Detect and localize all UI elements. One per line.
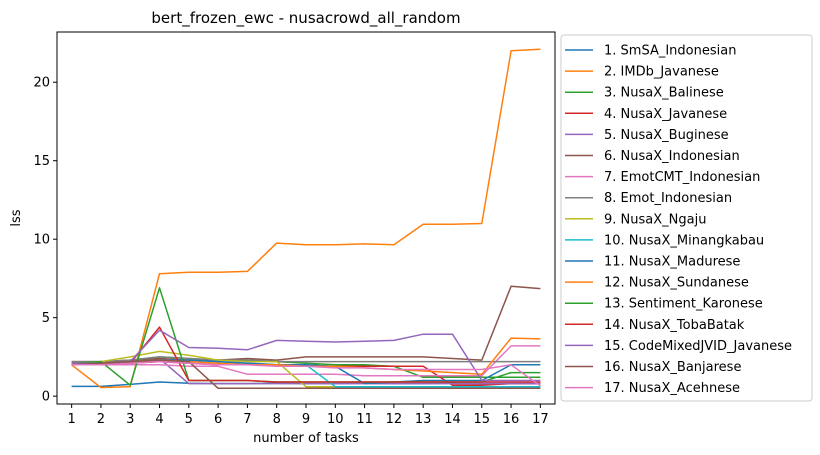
legend-entry: 8. Emot_Indonesian bbox=[604, 191, 732, 206]
x-tick-label: 1 bbox=[68, 412, 76, 427]
x-tick-label: 4 bbox=[155, 412, 163, 427]
y-tick-label: 15 bbox=[33, 154, 50, 169]
x-tick-label: 16 bbox=[503, 412, 520, 427]
legend-entry: 17. NusaX_Acehnese bbox=[604, 381, 740, 396]
legend-frame bbox=[560, 34, 813, 402]
x-tick-label: 15 bbox=[473, 412, 490, 427]
x-tick-label: 2 bbox=[97, 412, 105, 427]
x-axis-label: number of tasks bbox=[253, 431, 359, 446]
series-line-16 bbox=[71, 359, 541, 390]
y-tick-label: 0 bbox=[42, 390, 50, 405]
x-tick-label: 6 bbox=[214, 412, 222, 427]
x-tick-label: 7 bbox=[243, 412, 251, 427]
series-line-17 bbox=[71, 360, 541, 387]
x-tick-label: 5 bbox=[185, 412, 193, 427]
legend-entry: 12. NusaX_Sundanese bbox=[604, 276, 749, 291]
y-tick-label: 5 bbox=[42, 311, 50, 326]
legend-entry: 1. SmSA_Indonesian bbox=[604, 44, 736, 59]
x-axis: 1 2 3 4 5 6 7 8 9 10 11 12 13 14 15 16 17 bbox=[68, 404, 549, 427]
series-line-8 bbox=[71, 356, 541, 363]
legend-entry: 2. IMDb_Javanese bbox=[604, 65, 719, 80]
legend-entry: 6. NusaX_Indonesian bbox=[604, 149, 740, 164]
legend-entry: 7. EmotCMT_Indonesian bbox=[604, 170, 760, 185]
y-axis-label: lss bbox=[9, 209, 24, 226]
y-axis: 0 5 10 15 20 bbox=[33, 76, 57, 405]
series-line-7 bbox=[71, 345, 541, 377]
plot-frame bbox=[56, 31, 556, 405]
legend-entry: 10. NusaX_Minangkabau bbox=[604, 233, 764, 248]
legend-entry: 14. NusaX_TobaBatak bbox=[604, 318, 745, 333]
chart-title: bert_frozen_ewc - nusacrowd_all_random bbox=[151, 9, 460, 28]
plot-lines bbox=[71, 48, 541, 390]
y-tick-label: 20 bbox=[33, 76, 50, 91]
x-tick-label: 14 bbox=[444, 412, 461, 427]
legend-entry: 9. NusaX_Ngaju bbox=[604, 212, 706, 227]
legend-entry: 5. NusaX_Buginese bbox=[604, 128, 729, 143]
x-tick-label: 17 bbox=[532, 412, 549, 427]
x-tick-label: 3 bbox=[126, 412, 134, 427]
x-tick-label: 9 bbox=[302, 412, 310, 427]
x-tick-label: 8 bbox=[273, 412, 281, 427]
x-tick-label: 11 bbox=[356, 412, 373, 427]
legend-entry: 11. NusaX_Madurese bbox=[604, 255, 740, 270]
y-tick-label: 10 bbox=[33, 233, 50, 248]
series-line-2 bbox=[71, 48, 541, 389]
legend-entry: 16. NusaX_Banjarese bbox=[604, 360, 741, 375]
x-tick-label: 13 bbox=[415, 412, 432, 427]
legend-entry: 3. NusaX_Balinese bbox=[604, 86, 724, 101]
legend-entry: 15. CodeMixedJVID_Javanese bbox=[604, 339, 792, 354]
legend: 1. SmSA_Indonesian 2. IMDb_Javanese 3. Nus… bbox=[560, 34, 813, 402]
series-line-6 bbox=[71, 285, 541, 363]
series-line-14 bbox=[71, 326, 541, 383]
legend-entry: 4. NusaX_Javanese bbox=[604, 107, 727, 122]
x-tick-label: 10 bbox=[327, 412, 344, 427]
x-tick-label: 12 bbox=[386, 412, 403, 427]
legend-entry: 13. Sentiment_Karonese bbox=[604, 297, 763, 312]
series-line-13 bbox=[71, 287, 541, 386]
series-line-15 bbox=[71, 329, 541, 382]
